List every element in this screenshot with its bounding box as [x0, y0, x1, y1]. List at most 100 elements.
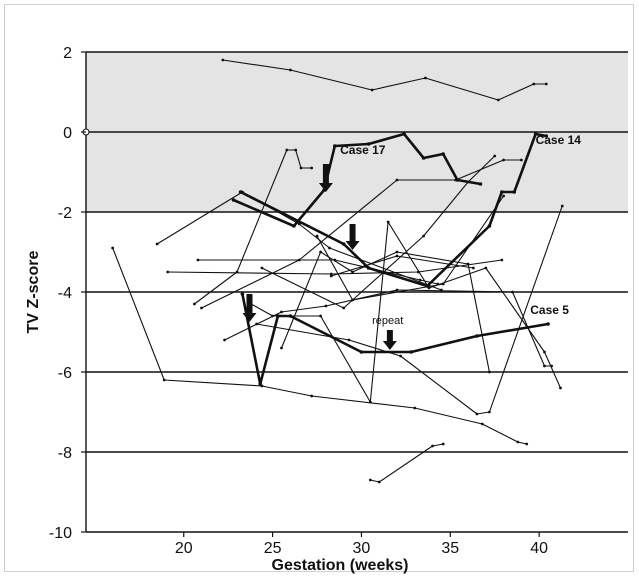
series-3-point-7	[512, 190, 517, 194]
series-12-point-4	[475, 412, 479, 416]
series-6-point-1	[111, 246, 115, 250]
annotations: Case 17 Case 14 Case 5 repeat	[340, 133, 581, 327]
series-7-point-4	[294, 148, 298, 152]
series-1-point-2	[288, 68, 292, 72]
arrow-4	[382, 330, 397, 350]
series-6-point-2	[162, 378, 166, 382]
series-8-point-3	[395, 178, 399, 182]
series-14-point-6	[487, 370, 491, 374]
series-18-point-3	[441, 282, 445, 286]
series-2-point-5	[366, 142, 371, 146]
series-14-point-2	[319, 250, 322, 254]
series-6-point-7	[516, 440, 520, 444]
series-7-point-6	[310, 166, 314, 170]
series-1-point-7	[544, 82, 548, 86]
series-line-2	[232, 132, 481, 228]
arrow-4-head	[382, 341, 397, 350]
series-line-7	[194, 149, 312, 305]
series-7-point-1	[193, 302, 196, 306]
arrow-3-shaft	[246, 294, 253, 314]
series-1-point-3	[370, 88, 374, 92]
series-15-point-2	[342, 306, 346, 310]
series-5-point-2	[240, 190, 244, 194]
arrow-3-head	[242, 313, 257, 322]
series-18-point-2	[351, 298, 354, 302]
series-15-point-5	[493, 154, 497, 158]
series-4-point-8	[546, 322, 550, 326]
series-11-point-6	[543, 364, 546, 368]
y-tick-label-2: 2	[63, 45, 72, 62]
series-4-point-5	[359, 350, 364, 354]
series-1-point-5	[496, 98, 500, 102]
series-1-point-1	[221, 58, 225, 62]
series-12-point-2	[347, 338, 351, 342]
series-16-point-3	[471, 266, 475, 270]
series-14-point-4	[395, 250, 399, 254]
series-7-point-5	[299, 166, 303, 170]
series-8-point-1	[200, 306, 203, 310]
series-18-point-1	[315, 234, 319, 238]
y-tick-label--6: -6	[58, 365, 72, 382]
series-8-point-4	[454, 178, 458, 182]
y-axis-label: TV Z-score	[25, 251, 42, 334]
series-line-6	[112, 247, 527, 445]
y-tick-label--8: -8	[58, 445, 72, 462]
series-line-14	[280, 251, 490, 373]
series-16-point-2	[395, 254, 399, 258]
series-11-point-2	[280, 310, 283, 314]
series-2-point-8	[441, 152, 445, 156]
series-3-point-2	[341, 242, 346, 246]
x-tick-label-20: 20	[175, 540, 193, 557]
series-2-point-6	[402, 132, 406, 136]
series-9-point-4	[500, 258, 504, 262]
series-12-point-1	[255, 322, 258, 326]
arrow-2	[345, 224, 360, 250]
series-6-point-8	[525, 442, 529, 446]
annotation-arrows	[242, 164, 397, 350]
series-12-point-5	[487, 410, 491, 414]
series-15-point-3	[422, 234, 426, 238]
series-8-point-5	[502, 158, 506, 162]
series-4-point-7	[475, 334, 479, 338]
series-17-point-4	[441, 442, 445, 446]
series-17-point-2	[377, 480, 381, 484]
series-15-point-4	[466, 180, 470, 184]
series-4-point-2	[258, 382, 262, 386]
arrow-2-shaft	[349, 224, 356, 242]
series-8-point-6	[519, 158, 523, 162]
series-13-point-5	[386, 220, 390, 224]
series-12-point-6	[560, 204, 564, 208]
series-14-point-3	[351, 270, 354, 274]
x-tick-label-40: 40	[530, 540, 548, 557]
series-18-point-4	[502, 194, 506, 198]
series-11-point-5	[511, 290, 514, 294]
arrow-4-shaft	[386, 330, 393, 342]
series-3-point-9	[544, 134, 549, 138]
x-tick-label-35: 35	[441, 540, 459, 557]
figure-frame	[4, 4, 634, 572]
series-10-point-3	[418, 278, 422, 282]
series-13-point-8	[543, 350, 546, 354]
series-6-point-6	[480, 422, 484, 426]
series-3-point-6	[500, 190, 504, 194]
series-5-point-1	[155, 242, 159, 246]
series-5-point-3	[297, 222, 301, 226]
series-11-point-1	[223, 338, 227, 342]
series-6-point-4	[310, 394, 314, 398]
series-line-10	[198, 259, 439, 285]
series-1-point-6	[532, 82, 536, 86]
y-tick-label--2: -2	[58, 205, 72, 222]
x-tick-label-30: 30	[353, 540, 371, 557]
series-13-point-6	[427, 286, 431, 290]
series-2-point-2	[292, 224, 296, 228]
series-6-point-5	[413, 406, 417, 410]
annotation-case-5: Case 5	[530, 303, 569, 317]
series-11-point-3	[324, 304, 328, 308]
series-7-point-3	[285, 148, 289, 152]
arrow-3	[242, 294, 257, 322]
series-4-point-1	[240, 292, 245, 296]
series-9-point-2	[329, 272, 333, 276]
series-11-point-4	[395, 288, 399, 292]
series-4-point-6	[409, 350, 414, 354]
